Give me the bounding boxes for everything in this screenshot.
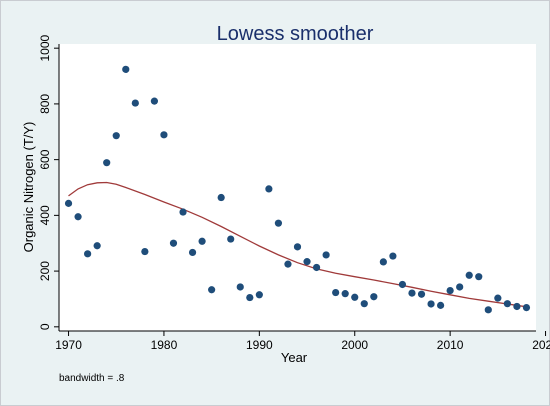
scatter-point	[322, 251, 330, 259]
x-tick-label: 1990	[246, 338, 273, 352]
x-tick-label: 1980	[151, 338, 178, 352]
scatter-point	[446, 286, 454, 295]
scatter-point	[236, 283, 244, 291]
scatter-point	[293, 243, 302, 251]
scatter-point	[389, 252, 397, 260]
scatter-point	[398, 280, 407, 289]
scatter-point	[246, 293, 254, 302]
scatter-point	[484, 306, 492, 314]
scatter-point	[84, 250, 92, 258]
y-tick-label: 400	[38, 205, 52, 225]
bandwidth-note: bandwidth = .8	[59, 373, 125, 384]
x-tick-label: 2010	[437, 338, 464, 352]
scatter-point	[341, 290, 349, 298]
scatter-point	[284, 260, 292, 268]
chart-marks	[64, 65, 531, 314]
scatter-point	[150, 97, 158, 105]
scatter-point	[332, 288, 340, 297]
y-axis-label: Organic Nitrogen (T/Y)	[21, 122, 36, 253]
y-tick-label: 200	[38, 261, 52, 281]
scatter-point	[360, 300, 368, 308]
y-tick-label: 800	[38, 94, 52, 114]
x-axis-label: Year	[281, 350, 308, 365]
scatter-point	[122, 65, 130, 73]
scatter-point	[475, 273, 483, 281]
scatter-point	[255, 291, 263, 299]
scatter-point	[112, 132, 120, 140]
scatter-point	[303, 258, 311, 266]
scatter-point	[408, 289, 416, 297]
scatter-point	[141, 247, 149, 256]
scatter-point	[265, 185, 273, 193]
scatter-point	[93, 242, 101, 250]
scatter-point	[160, 131, 168, 139]
scatter-point	[437, 301, 445, 309]
scatter-point	[179, 208, 187, 216]
scatter-point	[522, 303, 531, 312]
scatter-point	[465, 271, 473, 279]
scatter-point	[503, 300, 511, 308]
scatter-point	[64, 199, 73, 207]
scatter-point	[513, 302, 521, 311]
scatter-point	[74, 213, 82, 221]
scatter-point	[274, 219, 283, 227]
x-tick-label: 1970	[55, 338, 82, 352]
x-tick-label: 2000	[341, 338, 368, 352]
y-tick-label: 600	[38, 149, 52, 169]
scatter-point	[103, 159, 111, 167]
scatter-point	[427, 300, 435, 308]
scatter-point	[351, 293, 359, 301]
scatter-point	[208, 286, 216, 294]
scatter-point	[217, 193, 225, 202]
scatter-point	[198, 237, 206, 245]
chart-title: Lowess smoother	[217, 23, 374, 45]
y-tick-label: 1000	[38, 35, 52, 62]
scatter-point	[370, 293, 378, 301]
plot-area	[59, 44, 536, 331]
scatter-point	[417, 290, 426, 298]
scatter-point	[188, 248, 197, 257]
lowess-smoother-line	[68, 181, 527, 308]
scatter-point	[456, 283, 464, 291]
scatter-point	[131, 99, 139, 107]
y-tick-label: 0	[38, 323, 52, 330]
scatter-point	[494, 294, 502, 302]
scatter-point	[312, 263, 321, 272]
scatter-point	[227, 235, 235, 243]
scatter-point	[169, 239, 178, 247]
scatter-point	[379, 258, 387, 266]
